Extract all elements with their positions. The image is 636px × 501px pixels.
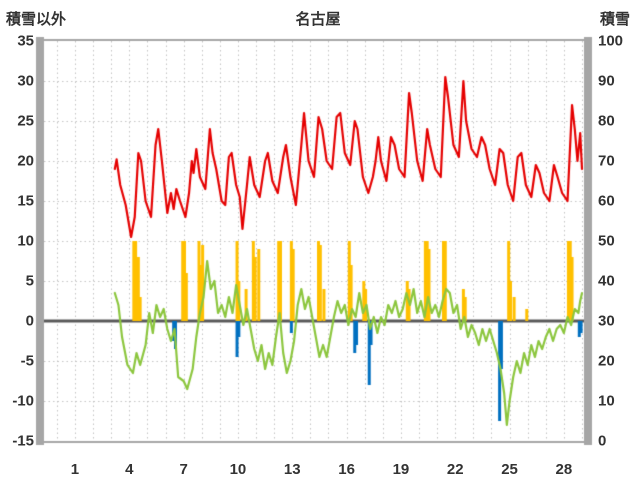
y-left-tick-20: 20 <box>17 152 34 170</box>
x-tick-13: 13 <box>283 461 301 478</box>
x-tick-19: 19 <box>392 461 410 478</box>
x-tick-10: 10 <box>229 461 247 478</box>
y-right-tick-10: 10 <box>598 392 615 410</box>
x-tick-22: 22 <box>446 461 464 478</box>
x-tick-1: 1 <box>70 461 80 478</box>
x-tick-4: 4 <box>125 461 134 478</box>
y-right-tick-40: 40 <box>598 272 615 290</box>
y-right-tick-80: 80 <box>598 112 615 130</box>
x-tick-25: 25 <box>501 461 518 478</box>
y-left-tick--10: -10 <box>12 392 34 410</box>
y-left-tick-35: 35 <box>17 32 34 50</box>
y-right-tick-30: 30 <box>598 312 615 330</box>
y-right-tick-70: 70 <box>598 152 615 170</box>
y-left-tick-0: 0 <box>25 312 34 330</box>
x-tick-7: 7 <box>179 461 188 478</box>
y-left-tick-5: 5 <box>25 272 34 290</box>
y-left-tick-10: 10 <box>17 232 34 250</box>
x-tick-16: 16 <box>338 461 355 478</box>
y-right-tick-60: 60 <box>598 192 615 210</box>
y-right-tick-90: 90 <box>598 72 615 90</box>
y-left-tick-25: 25 <box>17 112 34 130</box>
y-right-tick-0: 0 <box>598 432 607 450</box>
y-left-tick-15: 15 <box>17 192 34 210</box>
y-right-tick-100: 100 <box>598 32 624 50</box>
y-left-tick--15: -15 <box>12 432 34 450</box>
y-left-tick--5: -5 <box>20 352 34 370</box>
y-right-tick-20: 20 <box>598 352 615 370</box>
x-tick-28: 28 <box>555 461 573 478</box>
y-left-tick-30: 30 <box>17 72 34 90</box>
y-right-tick-50: 50 <box>598 232 615 250</box>
